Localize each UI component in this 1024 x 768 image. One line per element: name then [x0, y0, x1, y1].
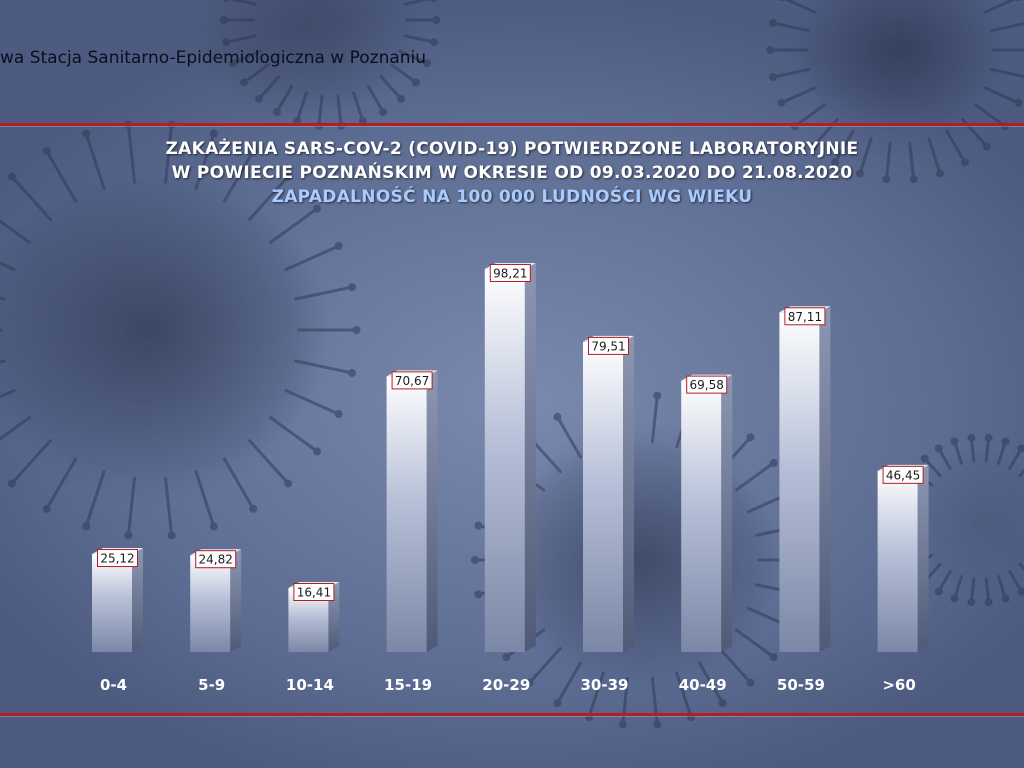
bar-30-39	[583, 341, 623, 652]
data-label-box->60	[882, 465, 924, 484]
data-label-box-50-59	[784, 307, 826, 326]
data-label-30-39: 79,51	[591, 339, 625, 353]
bar-side-30-39	[623, 335, 634, 652]
bar-side-5-9	[230, 549, 242, 652]
bar-20-29	[484, 268, 525, 652]
bar-side-20-29	[524, 262, 536, 652]
chart-subtitle: ZAPADALNOŚĆ NA 100 000 LUDNOŚCI WG WIEKU	[271, 187, 753, 207]
bar-15-19	[386, 376, 427, 652]
data-label-box-15-19	[391, 371, 433, 390]
data-label-5-9: 24,82	[199, 553, 233, 567]
bar-5-9	[190, 555, 231, 652]
data-label-15-19: 70,67	[395, 374, 429, 388]
data-label-box-10-14	[293, 583, 335, 602]
category-label-50-59: 50-59	[777, 676, 825, 694]
category-label-40-49: 40-49	[679, 676, 727, 694]
bar-0-4	[92, 554, 132, 652]
bar-50-59	[779, 312, 820, 652]
organization-name: wa Stacja Sanitarno-Epidemiologiczna w P…	[0, 48, 427, 68]
bar-40-49	[681, 380, 722, 652]
category-label-0-4: 0-4	[100, 676, 127, 694]
category-label-15-19: 15-19	[384, 676, 432, 694]
data-label->60: 46,45	[886, 468, 920, 482]
bottom-divider	[0, 713, 1024, 716]
bar-side-15-19	[426, 370, 438, 652]
category-label-10-14: 10-14	[286, 676, 334, 694]
data-label-box-20-29	[489, 263, 531, 282]
data-label-10-14: 16,41	[297, 586, 331, 600]
bar-side-40-49	[721, 374, 733, 652]
category-label-30-39: 30-39	[581, 676, 629, 694]
data-label-box-30-39	[588, 336, 629, 355]
bar->60	[877, 470, 918, 652]
chart-title: ZAKAŻENIA SARS-COV-2 (COVID-19) POTWIERD…	[165, 139, 859, 159]
top-divider	[0, 123, 1024, 126]
bar-side-50-59	[819, 306, 831, 652]
category-label-5-9: 5-9	[198, 676, 225, 694]
data-label-box-5-9	[195, 550, 237, 569]
data-label-box-0-4	[97, 549, 138, 568]
chart-title-line-2: W POWIECIE POZNAŃSKIM W OKRESIE OD 09.03…	[171, 163, 853, 183]
data-label-0-4: 25,12	[100, 552, 134, 566]
category-label->60: >60	[882, 676, 915, 694]
chart-title-block: ZAKAŻENIA SARS-COV-2 (COVID-19) POTWIERD…	[0, 137, 1024, 209]
data-label-box-40-49	[686, 375, 728, 394]
bar-side->60	[917, 464, 929, 652]
data-label-50-59: 87,11	[788, 310, 822, 324]
bar-side-0-4	[132, 548, 143, 652]
data-label-40-49: 69,58	[690, 378, 724, 392]
data-label-20-29: 98,21	[493, 266, 527, 280]
category-label-20-29: 20-29	[482, 676, 530, 694]
